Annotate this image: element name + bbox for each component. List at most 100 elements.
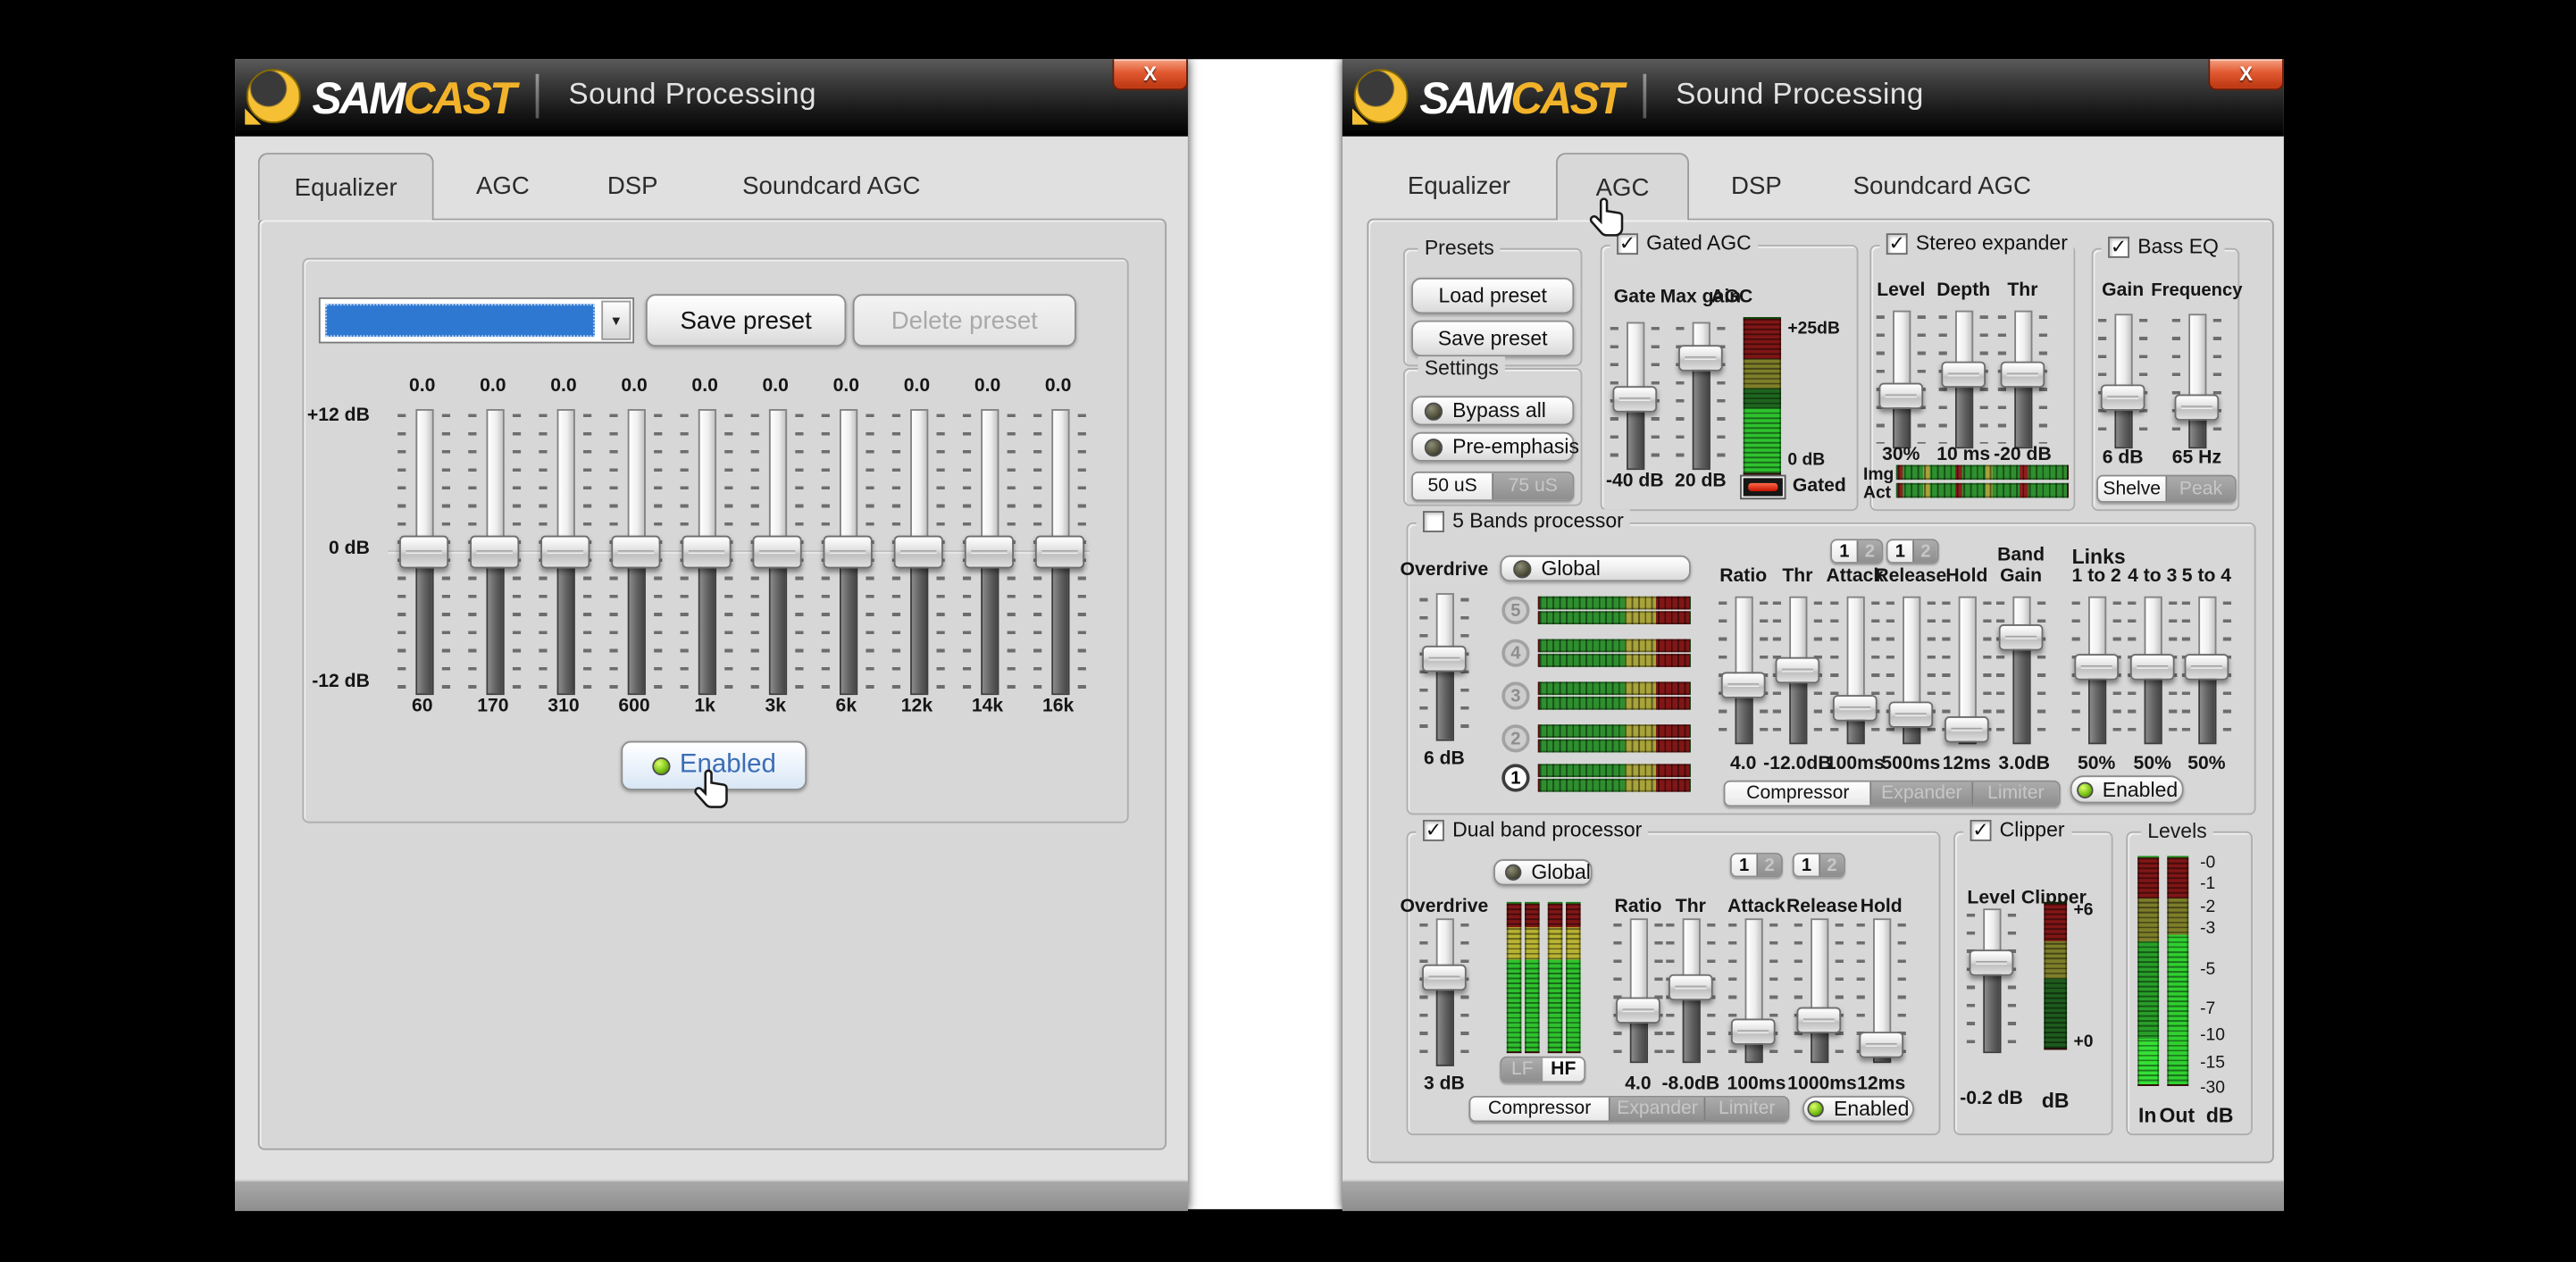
eq-band-slider-14k[interactable] [958,409,1020,696]
slider-thumb[interactable] [540,535,590,569]
five-band-release-slider[interactable] [1881,596,1940,745]
slider-thumb[interactable] [1945,716,1989,743]
tab-equalizer[interactable]: Equalizer [1407,171,1510,200]
slider-thumb[interactable] [682,535,732,569]
pair-1-button[interactable]: 1 [1832,540,1857,563]
bass-eq-checkbox[interactable]: ✓ [2108,235,2129,257]
max-gain-slider[interactable] [1671,322,1730,471]
link-5to4-slider[interactable] [2177,596,2236,745]
tab-soundcard-agc[interactable]: Soundcard AGC [1853,171,2031,200]
slider-thumb[interactable] [1678,344,1723,371]
load-preset-button[interactable]: Load preset [1411,277,1575,314]
pair-2-button[interactable]: 2 [1856,540,1882,563]
pair-2-button[interactable]: 2 [1756,854,1782,876]
slider-thumb[interactable] [1669,974,1713,1001]
slider-thumb[interactable] [470,535,520,569]
slider-thumb[interactable] [893,535,943,569]
compressor-button[interactable]: Compressor [1470,1097,1609,1121]
eq-band-slider-3k[interactable] [746,409,808,696]
tab-agc[interactable]: AGC [1556,153,1690,221]
slider-thumb[interactable] [2129,654,2175,681]
dual-band-global-button[interactable]: Global [1493,859,1593,886]
save-preset-button[interactable]: Save preset [645,294,847,347]
eq-band-slider-600[interactable] [605,409,667,696]
link-4to3-slider[interactable] [2123,596,2182,745]
slider-thumb[interactable] [2000,362,2045,389]
slider-thumb[interactable] [1422,964,1467,991]
five-band-overdrive-slider[interactable] [1415,593,1474,741]
gated-agc-checkbox[interactable]: ✓ [1617,232,1638,255]
band-4-button[interactable]: 4 [1501,639,1530,667]
eq-band-slider-6k[interactable] [816,409,879,696]
tab-equalizer[interactable]: Equalizer [257,153,434,221]
slider-thumb[interactable] [2100,384,2145,411]
pair-1-button[interactable]: 1 [1887,540,1913,563]
clipper-level-slider[interactable] [1961,908,2020,1054]
five-band-checkbox[interactable] [1423,510,1444,532]
expander-thr-slider[interactable] [1993,310,2052,449]
titlebar[interactable]: SAMCAST Sound Processing [235,59,1188,137]
expander-level-slider[interactable] [1871,310,1930,449]
expander-button[interactable]: Expander [1870,781,1971,806]
pre-emphasis-button[interactable]: Pre-emphasis [1411,431,1579,462]
five-band-enabled-button[interactable]: Enabled [2070,775,2184,804]
bass-frequency-slider[interactable] [2167,313,2226,449]
peak-button[interactable]: Peak [2165,476,2235,502]
expander-button[interactable]: Expander [1608,1097,1705,1121]
delete-preset-button[interactable]: Delete preset [852,294,1076,347]
dual-band-checkbox[interactable]: ✓ [1423,818,1444,840]
five-band-thr-slider[interactable] [1768,596,1827,745]
stereo-expander-checkbox[interactable]: ✓ [1886,232,1908,255]
50us-button[interactable]: 50 uS [1412,472,1493,500]
tab-soundcard-agc[interactable]: Soundcard AGC [742,171,921,200]
slider-thumb[interactable] [752,535,802,569]
bass-gain-slider[interactable] [2094,313,2153,449]
preset-combo[interactable]: ▼ [318,297,635,344]
slider-thumb[interactable] [1612,385,1658,413]
eq-band-slider-1k[interactable] [675,409,738,696]
titlebar[interactable]: SAMCAST Sound Processing [1342,59,2284,137]
expander-depth-slider[interactable] [1934,310,1993,449]
dual-band-thr-slider[interactable] [1661,918,1720,1064]
eq-band-slider-60[interactable] [393,409,456,696]
slider-thumb[interactable] [1888,701,1934,728]
dual-band-attack-slider[interactable] [1724,918,1783,1064]
slider-thumb[interactable] [611,535,661,569]
link-1to2-slider[interactable] [2067,596,2126,745]
combo-dropdown-button[interactable]: ▼ [601,300,631,340]
gate-slider[interactable] [1605,322,1664,471]
limiter-button[interactable]: Limiter [1704,1097,1788,1121]
tab-agc[interactable]: AGC [475,171,530,200]
slider-thumb[interactable] [1616,998,1660,1024]
band-5-button[interactable]: 5 [1501,596,1530,625]
five-band-ratio-slider[interactable] [1714,596,1773,745]
slider-thumb[interactable] [1034,535,1085,569]
shelve-button[interactable]: Shelve [2098,476,2166,502]
slider-thumb[interactable] [1720,672,1766,698]
dual-band-enabled-button[interactable]: Enabled [1802,1095,1915,1123]
slider-thumb[interactable] [1969,949,2014,975]
band-1-button[interactable]: 1 [1501,764,1530,792]
slider-thumb[interactable] [823,535,873,569]
pair-1-button[interactable]: 1 [1731,854,1757,876]
close-icon[interactable]: X [1112,59,1188,91]
slider-thumb[interactable] [1859,1032,1904,1059]
bypass-all-button[interactable]: Bypass all [1411,396,1575,426]
pair-2-button[interactable]: 2 [1819,854,1844,876]
hf-button[interactable]: HF [1543,1057,1585,1082]
75us-button[interactable]: 75 uS [1492,472,1573,500]
slider-thumb[interactable] [2074,654,2120,681]
compressor-button[interactable]: Compressor [1725,781,1871,806]
slider-thumb[interactable] [1832,694,1878,721]
slider-thumb[interactable] [1775,656,1820,684]
eq-band-slider-16k[interactable] [1029,409,1091,696]
band-2-button[interactable]: 2 [1501,724,1530,753]
tab-dsp[interactable]: DSP [606,171,658,200]
limiter-button[interactable]: Limiter [1970,781,2059,806]
close-icon[interactable]: X [2208,59,2284,91]
slider-thumb[interactable] [1422,645,1467,672]
band-3-button[interactable]: 3 [1501,681,1530,710]
five-band-hold-slider[interactable] [1937,596,1996,745]
slider-thumb[interactable] [398,535,449,569]
pair-1-button[interactable]: 1 [1794,854,1819,876]
